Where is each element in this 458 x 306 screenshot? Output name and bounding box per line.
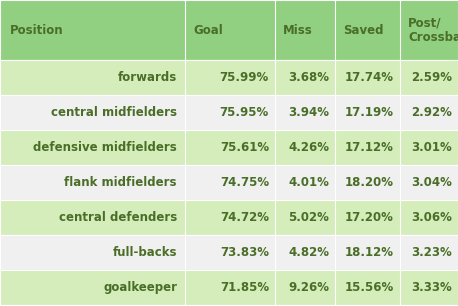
Bar	[0, 200, 458, 235]
Bar	[0, 270, 458, 305]
Text: 3.94%: 3.94%	[288, 106, 329, 119]
Text: 17.74%: 17.74%	[345, 71, 394, 84]
Text: 9.26%: 9.26%	[288, 281, 329, 294]
Text: 4.26%: 4.26%	[288, 141, 329, 154]
Text: full-backs: full-backs	[113, 246, 177, 259]
Bar	[0, 235, 458, 270]
Text: Position: Position	[10, 24, 64, 36]
Bar	[0, 0, 458, 60]
Text: 2.92%: 2.92%	[411, 106, 452, 119]
Text: 3.33%: 3.33%	[411, 281, 452, 294]
Text: 2.59%: 2.59%	[411, 71, 452, 84]
Text: 3.23%: 3.23%	[411, 246, 452, 259]
Text: 5.02%: 5.02%	[288, 211, 329, 224]
Text: 17.12%: 17.12%	[345, 141, 394, 154]
Text: 73.83%: 73.83%	[220, 246, 269, 259]
Text: 74.72%: 74.72%	[220, 211, 269, 224]
Text: forwards: forwards	[118, 71, 177, 84]
Text: Post/
Crossbar: Post/ Crossbar	[408, 16, 458, 44]
Text: 18.12%: 18.12%	[345, 246, 394, 259]
Text: 74.75%: 74.75%	[220, 176, 269, 189]
Text: 15.56%: 15.56%	[345, 281, 394, 294]
Text: 4.01%: 4.01%	[288, 176, 329, 189]
Text: defensive midfielders: defensive midfielders	[33, 141, 177, 154]
Text: Saved: Saved	[343, 24, 383, 36]
Bar	[0, 165, 458, 200]
Text: 4.82%: 4.82%	[288, 246, 329, 259]
Text: Miss: Miss	[283, 24, 313, 36]
Text: central midfielders: central midfielders	[51, 106, 177, 119]
Bar	[0, 60, 458, 95]
Text: Goal: Goal	[193, 24, 223, 36]
Text: goalkeeper: goalkeeper	[103, 281, 177, 294]
Text: 75.61%: 75.61%	[220, 141, 269, 154]
Text: 3.68%: 3.68%	[288, 71, 329, 84]
Text: 17.19%: 17.19%	[345, 106, 394, 119]
Text: 3.06%: 3.06%	[411, 211, 452, 224]
Text: 75.95%: 75.95%	[220, 106, 269, 119]
Text: 3.04%: 3.04%	[411, 176, 452, 189]
Text: central defenders: central defenders	[59, 211, 177, 224]
Text: 3.01%: 3.01%	[411, 141, 452, 154]
Bar	[0, 130, 458, 165]
Bar	[0, 95, 458, 130]
Text: 17.20%: 17.20%	[345, 211, 394, 224]
Text: 75.99%: 75.99%	[220, 71, 269, 84]
Text: flank midfielders: flank midfielders	[65, 176, 177, 189]
Text: 18.20%: 18.20%	[345, 176, 394, 189]
Text: 71.85%: 71.85%	[220, 281, 269, 294]
